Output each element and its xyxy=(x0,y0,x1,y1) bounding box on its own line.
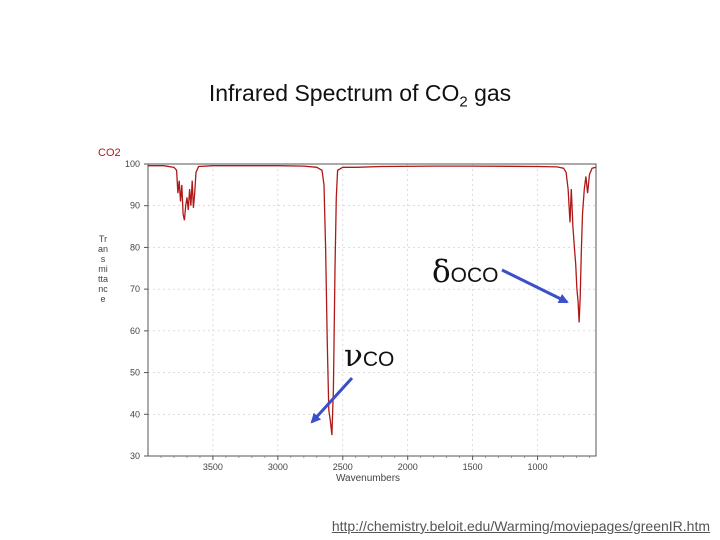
x-tick-label: 2500 xyxy=(333,462,353,472)
annotation-delta-oco: δOCO xyxy=(432,254,499,290)
plot-frame xyxy=(147,163,597,457)
arrow-nu-co xyxy=(310,376,354,424)
x-ticks: 3500 3000 2500 2000 1500 1000 xyxy=(160,456,590,472)
x-tick-label: 1500 xyxy=(463,462,483,472)
slide-title: Infrared Spectrum of CO2 gas xyxy=(208,80,512,111)
source-link[interactable]: http://chemistry.beloit.edu/Warming/movi… xyxy=(331,518,710,534)
y-tick-label: 30 xyxy=(130,451,140,461)
x-axis-label: Wavenumbers xyxy=(336,473,400,484)
y-tick-label: 90 xyxy=(130,201,140,211)
x-tick-label: 3000 xyxy=(268,462,288,472)
y-tick-label: 100 xyxy=(125,159,140,169)
y-tick-label: 40 xyxy=(130,409,140,419)
y-tick-label: 80 xyxy=(130,242,140,252)
chart-title: CO2 xyxy=(98,147,121,159)
spectrum-series-line xyxy=(148,165,597,436)
grid-lines xyxy=(148,163,596,457)
x-tick-label: 1000 xyxy=(528,462,548,472)
annotation-nu-co: νCO xyxy=(344,338,395,374)
x-tick-label: 2000 xyxy=(398,462,418,472)
y-axis-label: Transmittance xyxy=(98,234,109,304)
y-tick-label: 60 xyxy=(130,326,140,336)
arrow-delta-oco xyxy=(501,268,569,304)
y-tick-label: 50 xyxy=(130,368,140,378)
x-tick-label: 3500 xyxy=(203,462,223,472)
y-tick-label: 70 xyxy=(130,284,140,294)
y-ticks: 100 90 80 70 60 50 40 30 xyxy=(125,159,148,461)
